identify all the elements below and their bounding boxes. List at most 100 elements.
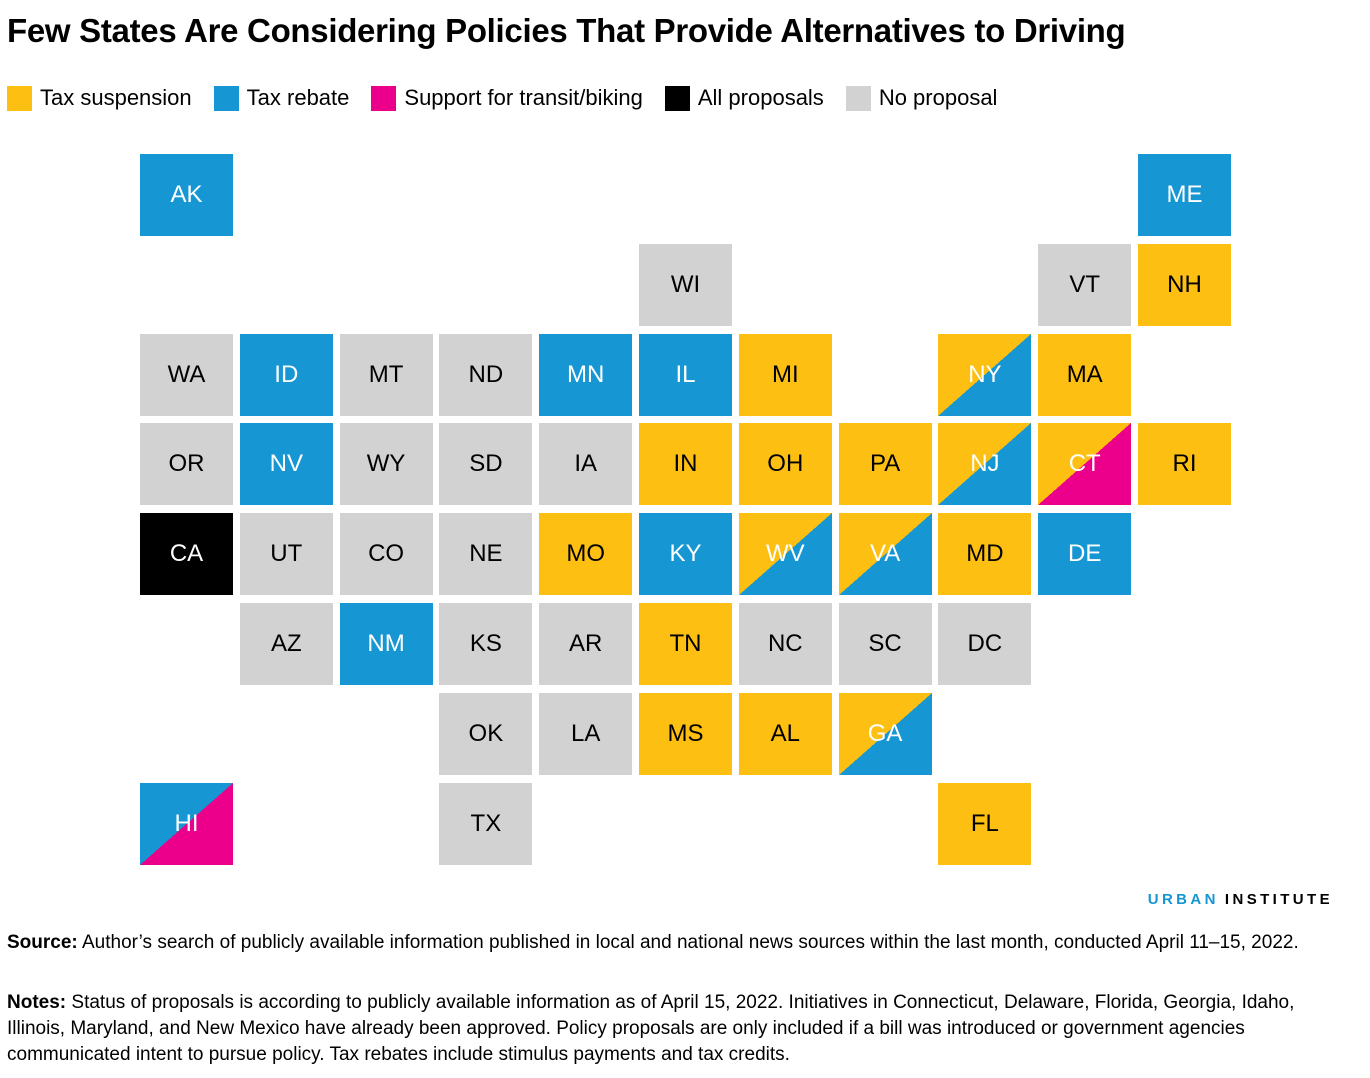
state-tile-ca[interactable]: CA [140, 513, 233, 596]
state-label: NE [469, 540, 503, 568]
state-tile-me[interactable]: ME [1138, 154, 1231, 236]
state-tile-dc[interactable]: DC [938, 603, 1032, 685]
state-label: SC [868, 630, 902, 657]
state-label: WY [366, 450, 406, 478]
state-tile-la[interactable]: LA [539, 692, 633, 775]
state-tile-wv[interactable]: WV [738, 513, 832, 596]
state-tile-ga[interactable]: GA [838, 692, 932, 775]
legend: Tax suspension Tax rebate Support for tran… [7, 85, 1019, 111]
urban-institute-logo: URBAN INSTITUTE [1148, 891, 1333, 908]
state-tile-co[interactable]: CO [339, 513, 433, 596]
state-label: OH [767, 450, 804, 478]
logo-institute-text: INSTITUTE [1224, 891, 1333, 908]
state-label: MA [1066, 360, 1103, 388]
state-label: MN [567, 360, 605, 388]
state-label: AK [170, 181, 203, 208]
state-label: AL [770, 719, 800, 747]
state-label: MO [566, 540, 606, 568]
state-tile-va[interactable]: VA [838, 513, 932, 596]
state-tile-nd[interactable]: ND [439, 333, 533, 416]
state-tile-mt[interactable]: MT [339, 333, 433, 416]
state-tile-tx[interactable]: TX [439, 782, 533, 865]
state-label: CA [169, 540, 204, 568]
state-label: NJ [970, 450, 1000, 478]
state-label: WA [167, 360, 206, 388]
state-label: KS [469, 630, 502, 657]
state-tile-wi[interactable]: WI [639, 243, 732, 326]
state-tile-sd[interactable]: SD [439, 423, 533, 506]
state-label: ID [274, 360, 299, 388]
state-tile-vt[interactable]: VT [1038, 243, 1132, 326]
legend-label: No proposal [878, 85, 998, 110]
legend-item-none: No proposal [845, 85, 998, 111]
state-label: CO [368, 540, 405, 568]
state-tile-ky[interactable]: KY [639, 513, 732, 596]
state-label: ND [468, 360, 504, 388]
state-tile-nj[interactable]: NJ [938, 423, 1032, 506]
state-tile-ny[interactable]: NY [938, 333, 1032, 416]
state-label: MI [771, 360, 799, 388]
state-tile-al[interactable]: AL [738, 692, 832, 775]
legend-swatch-none [845, 85, 871, 111]
notes-label: Notes: [7, 992, 67, 1013]
state-label: IL [675, 360, 696, 388]
state-tile-fl[interactable]: FL [938, 782, 1032, 865]
state-tile-wy[interactable]: WY [339, 423, 433, 506]
state-tile-sc[interactable]: SC [838, 603, 932, 685]
state-tile-md[interactable]: MD [938, 513, 1032, 596]
state-label: AZ [270, 630, 302, 657]
state-tile-nv[interactable]: NV [239, 423, 333, 506]
state-tile-hi[interactable]: HI [140, 782, 233, 865]
state-label: OR [168, 450, 205, 478]
state-tile-mo[interactable]: MO [539, 513, 633, 596]
state-tile-il[interactable]: IL [639, 333, 732, 416]
state-label: NY [968, 360, 1002, 388]
state-label: TN [669, 630, 702, 657]
logo-urban-text: URBAN [1147, 891, 1219, 908]
state-tile-mn[interactable]: MN [539, 333, 633, 416]
state-label: VT [1069, 270, 1101, 298]
state-tile-ms[interactable]: MS [639, 692, 732, 775]
state-label: RI [1172, 450, 1197, 478]
state-tile-de[interactable]: DE [1038, 513, 1132, 596]
state-label: WI [670, 270, 701, 298]
state-tile-id[interactable]: ID [239, 333, 333, 416]
state-tile-ne[interactable]: NE [439, 513, 533, 596]
state-label: MT [368, 360, 404, 388]
state-tile-ri[interactable]: RI [1138, 423, 1231, 506]
state-tile-ak[interactable]: AK [140, 154, 233, 236]
state-tile-oh[interactable]: OH [738, 423, 832, 506]
state-tile-nc[interactable]: NC [738, 603, 832, 685]
state-tile-nh[interactable]: NH [1138, 243, 1231, 326]
legend-label: Tax rebate [246, 85, 350, 110]
legend-label: All proposals [697, 85, 824, 110]
state-tile-ks[interactable]: KS [439, 603, 533, 685]
legend-item-transit: Support for transit/biking [371, 85, 643, 111]
state-label: ME [1166, 181, 1203, 208]
state-tile-wa[interactable]: WA [140, 333, 233, 416]
legend-swatch-transit [371, 85, 397, 111]
legend-item-suspension: Tax suspension [7, 85, 192, 111]
source-text: Author’s search of publicly available in… [81, 932, 1299, 953]
state-tile-ma[interactable]: MA [1038, 333, 1132, 416]
state-tile-in[interactable]: IN [639, 423, 732, 506]
state-tile-tn[interactable]: TN [639, 603, 732, 685]
state-tile-ar[interactable]: AR [539, 603, 633, 685]
state-label: KY [669, 540, 702, 568]
state-label: GA [867, 719, 903, 747]
notes-text: Status of proposals is according to publ… [7, 992, 1295, 1065]
state-tile-ia[interactable]: IA [539, 423, 633, 506]
state-tile-ct[interactable]: CT [1038, 423, 1132, 506]
state-tile-mi[interactable]: MI [738, 333, 832, 416]
legend-swatch-all [664, 85, 690, 111]
state-tile-pa[interactable]: PA [838, 423, 932, 506]
state-tile-ut[interactable]: UT [239, 513, 333, 596]
state-tile-or[interactable]: OR [140, 423, 233, 506]
state-tile-ok[interactable]: OK [439, 692, 533, 775]
state-label: UT [270, 540, 303, 568]
state-tile-az[interactable]: AZ [239, 603, 333, 685]
legend-item-rebate: Tax rebate [213, 85, 350, 111]
state-tile-nm[interactable]: NM [339, 603, 433, 685]
state-label: LA [571, 719, 601, 747]
state-label: TX [470, 809, 502, 837]
